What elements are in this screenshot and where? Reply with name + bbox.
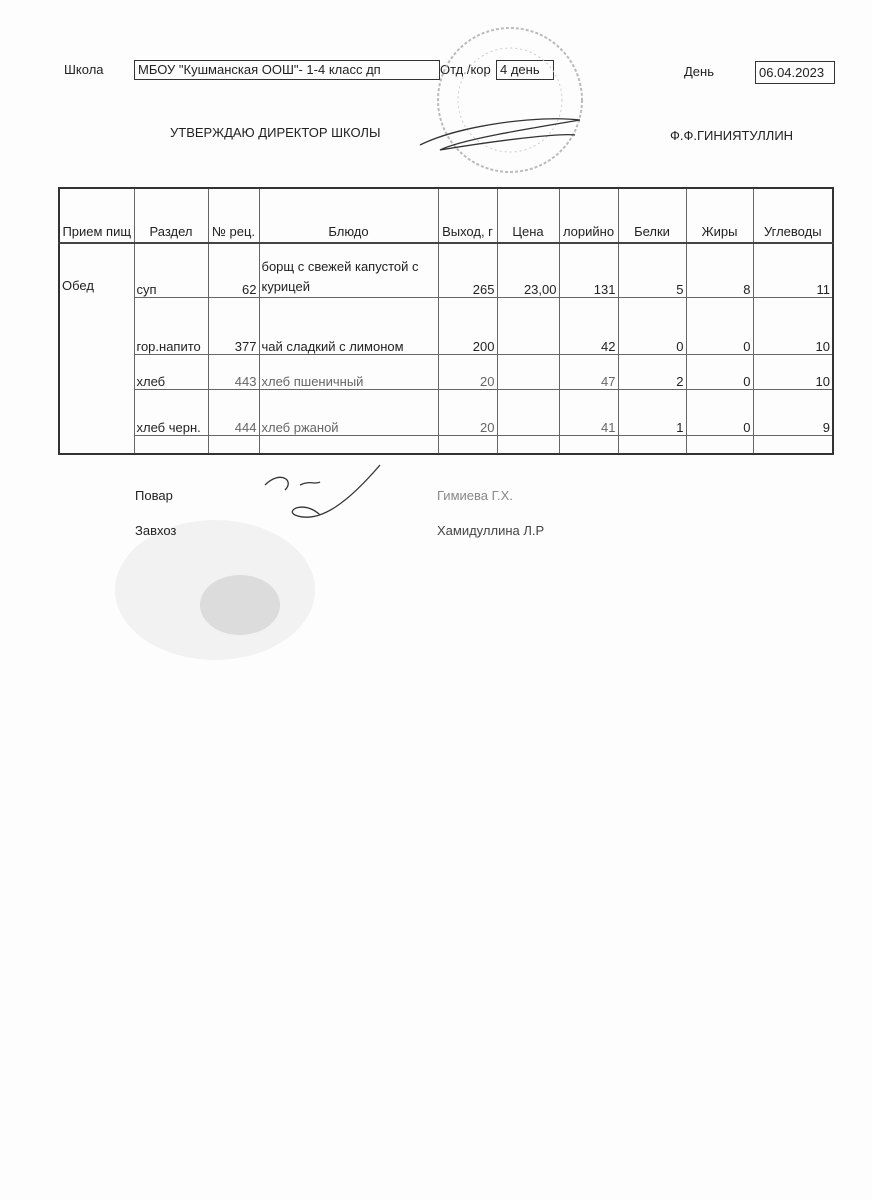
table-row: гор.напито 377 чай сладкий с лимоном 200… — [59, 296, 834, 355]
protein-cell: 1 — [617, 388, 687, 436]
dish-cell: борщ с свежей капустой с курицей — [258, 242, 439, 298]
cook-name: Гимиева Г.Х. — [437, 488, 513, 503]
table-row: хлеб черн. 444 хлеб ржаной 20 41 1 0 9 — [59, 388, 834, 436]
carbs-cell: 9 — [752, 388, 834, 436]
col-recipe: № рец. — [207, 187, 260, 244]
col-fat: Жиры — [685, 187, 754, 244]
cook-label: Повар — [135, 488, 173, 503]
carbs-cell: 10 — [752, 296, 834, 355]
yield-cell: 20 — [437, 353, 498, 390]
dish-cell: хлеб ржаной — [258, 388, 439, 436]
table-header-row: Прием пищ Раздел № рец. Блюдо Выход, г Ц… — [58, 187, 834, 244]
dish-cell: хлеб пшеничный — [258, 353, 439, 390]
recipe-cell: 444 — [207, 388, 260, 436]
col-price: Цена — [496, 187, 560, 244]
kcal-cell: 42 — [558, 296, 619, 355]
carbs-cell: 10 — [752, 353, 834, 390]
carbs-cell: 11 — [752, 242, 834, 298]
director-name: Ф.Ф.ГИНИЯТУЛЛИН — [670, 128, 794, 143]
kcal-cell: 131 — [558, 242, 619, 298]
manager-name: Хамидуллина Л.Р — [437, 523, 545, 538]
fat-cell: 0 — [685, 388, 754, 436]
cook-signature — [264, 464, 381, 518]
table-row: Обед суп 62 борщ с свежей капустой с кур… — [58, 242, 834, 455]
col-meal: Прием пищ — [58, 187, 135, 244]
col-section: Раздел — [133, 187, 209, 244]
col-yield: Выход, г — [437, 187, 498, 244]
yield-cell: 265 — [437, 242, 498, 298]
kcal-cell: 41 — [558, 388, 619, 436]
recipe-cell: 377 — [207, 296, 260, 355]
manager-label: Завхоз — [135, 523, 177, 538]
price-cell — [496, 296, 560, 355]
dept-field: 4 день — [496, 60, 554, 80]
recipe-cell: 443 — [207, 353, 260, 390]
school-field: МБОУ "Кушманская ООШ"- 1-4 класс дп — [134, 60, 440, 80]
section-cell: суп — [133, 242, 209, 298]
protein-cell: 5 — [617, 242, 687, 298]
yield-cell: 200 — [437, 296, 498, 355]
school-stamp — [419, 27, 583, 173]
price-cell: 23,00 — [496, 242, 560, 298]
kcal-cell: 47 — [558, 353, 619, 390]
fat-cell: 8 — [685, 242, 754, 298]
price-cell — [496, 353, 560, 390]
approve-label: УТВЕРЖДАЮ ДИРЕКТОР ШКОЛЫ — [170, 125, 381, 140]
yield-cell: 20 — [437, 388, 498, 436]
section-cell: хлеб — [133, 353, 209, 390]
col-carbs: Углеводы — [752, 187, 834, 244]
section-cell: гор.напито — [133, 296, 209, 355]
fat-cell: 0 — [685, 296, 754, 355]
meal-cell: Обед — [58, 242, 135, 455]
menu-table: Прием пищ Раздел № рец. Блюдо Выход, г Ц… — [58, 187, 834, 455]
section-cell: хлеб черн. — [133, 388, 209, 436]
day-label: День — [684, 64, 714, 79]
col-protein: Белки — [617, 187, 687, 244]
school-label: Школа — [64, 62, 104, 77]
col-kcal: лорийно — [558, 187, 619, 244]
protein-cell: 0 — [617, 296, 687, 355]
recipe-cell: 62 — [207, 242, 260, 298]
price-cell — [496, 388, 560, 436]
table-row: хлеб 443 хлеб пшеничный 20 47 2 0 10 — [59, 353, 834, 390]
dept-label: Отд./кор — [440, 62, 491, 77]
protein-cell: 2 — [617, 353, 687, 390]
date-field: 06.04.2023 — [755, 61, 835, 84]
fat-cell: 0 — [685, 353, 754, 390]
dish-cell: чай сладкий с лимоном — [258, 296, 439, 355]
empty-row — [59, 434, 834, 455]
col-dish: Блюдо — [258, 187, 439, 244]
